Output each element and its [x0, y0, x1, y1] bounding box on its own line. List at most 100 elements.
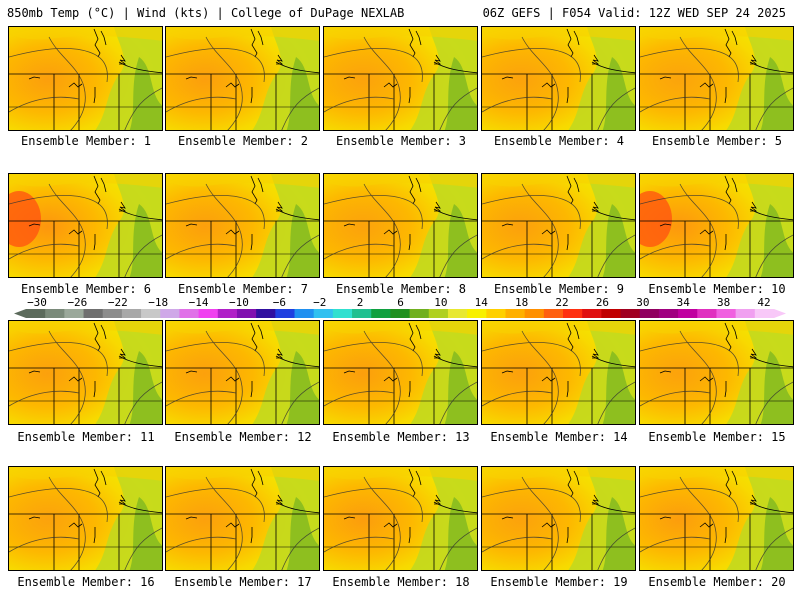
map-svg — [640, 467, 793, 570]
colorbar-tick: 14 — [474, 296, 488, 309]
colorbar-segment — [179, 309, 200, 318]
ensemble-member-map — [165, 26, 320, 131]
ensemble-member-label: Ensemble Member: 7 — [177, 282, 309, 296]
colorbar-tick: −18 — [148, 296, 169, 309]
colorbar-segment — [524, 309, 545, 318]
colorbar-segment — [141, 309, 161, 318]
colorbar-segment — [121, 309, 142, 318]
colorbar-tick: −10 — [229, 296, 249, 309]
colorbar-left-arrow — [14, 309, 26, 318]
colorbar-segment — [45, 309, 65, 318]
colorbar-segment — [582, 309, 602, 318]
colorbar-segment — [697, 309, 717, 318]
ensemble-member-label: Ensemble Member: 3 — [335, 134, 467, 148]
ensemble-member-map — [481, 173, 636, 278]
map-svg — [9, 467, 162, 570]
colorbar-segment — [313, 309, 334, 318]
colorbar-segment — [716, 309, 737, 318]
colorbar-tick: 2 — [356, 296, 364, 309]
map-svg — [166, 321, 319, 424]
ensemble-member-map — [481, 466, 636, 571]
colorbar-tick: 30 — [636, 296, 650, 309]
map-svg — [166, 174, 319, 277]
map-svg — [166, 467, 319, 570]
ensemble-member-map — [8, 173, 163, 278]
ensemble-member-label: Ensemble Member: 6 — [20, 282, 152, 296]
ensemble-member-map — [323, 466, 478, 571]
colorbar-segment — [428, 309, 449, 318]
ensemble-member-map — [323, 26, 478, 131]
ensemble-member-map — [639, 320, 794, 425]
colorbar-segment — [371, 309, 391, 318]
colorbar-tick: −26 — [67, 296, 88, 309]
colorbar-tick: 42 — [757, 296, 771, 309]
colorbar-segment — [486, 309, 506, 318]
ensemble-member-label: Ensemble Member: 11 — [17, 430, 155, 444]
colorbar-segment — [64, 309, 85, 318]
ensemble-member-map — [165, 173, 320, 278]
ensemble-member-label: Ensemble Member: 1 — [20, 134, 152, 148]
map-svg — [324, 321, 477, 424]
colorbar-segment — [447, 309, 468, 318]
ensemble-member-map — [639, 466, 794, 571]
colorbar-segment — [620, 309, 641, 318]
colorbar-segment — [754, 309, 775, 318]
colorbar-tick: −2 — [313, 296, 327, 309]
colorbar-segment — [563, 309, 583, 318]
map-svg — [482, 321, 635, 424]
colorbar-tick: 22 — [555, 296, 569, 309]
ensemble-member-map — [8, 320, 163, 425]
ensemble-member-map — [323, 173, 478, 278]
colorbar-segment — [26, 309, 46, 318]
colorbar-tick-labels: −30 −26 −22 −18 −14 −10 −6 −2 2 6 10 14 18 22 26 30 34 38… — [0, 297, 800, 309]
map-svg — [482, 27, 635, 130]
chart-header-left: 850mb Temp (°C) | Wind (kts) | College o… — [7, 6, 405, 20]
ensemble-member-label: Ensemble Member: 14 — [490, 430, 628, 444]
colorbar-segment — [217, 309, 238, 318]
map-svg — [324, 174, 477, 277]
ensemble-member-label: Ensemble Member: 10 — [648, 282, 786, 296]
chart-header-right: 06Z GEFS | F054 Valid: 12Z WED SEP 24 20… — [482, 6, 786, 20]
temperature-colorbar — [14, 309, 786, 318]
map-svg — [640, 321, 793, 424]
ensemble-member-label: Ensemble Member: 4 — [493, 134, 625, 148]
colorbar-tick: 6 — [397, 296, 404, 309]
colorbar-segment — [658, 309, 679, 318]
ensemble-member-map — [323, 320, 478, 425]
colorbar-tick: 38 — [716, 296, 731, 309]
map-svg — [166, 27, 319, 130]
colorbar-segment — [236, 309, 257, 318]
colorbar-tick: 26 — [595, 296, 610, 309]
map-svg — [9, 321, 162, 424]
ensemble-member-label: Ensemble Member: 2 — [177, 134, 309, 148]
colorbar-segment — [294, 309, 315, 318]
colorbar-segment — [256, 309, 276, 318]
colorbar-tick: −22 — [107, 296, 128, 309]
ensemble-member-label: Ensemble Member: 15 — [648, 430, 786, 444]
colorbar-tick: 10 — [434, 296, 448, 309]
colorbar-segment — [639, 309, 660, 318]
map-svg — [324, 27, 477, 130]
colorbar-tick: −14 — [188, 296, 209, 309]
colorbar-tick: −6 — [272, 296, 286, 309]
ensemble-member-map — [639, 173, 794, 278]
colorbar-segment — [352, 309, 372, 318]
colorbar-right-arrow — [774, 309, 786, 318]
colorbar-segment — [601, 309, 622, 318]
ensemble-member-map — [8, 26, 163, 131]
ensemble-member-label: Ensemble Member: 13 — [332, 430, 470, 444]
colorbar-segment — [678, 309, 698, 318]
map-svg — [9, 174, 162, 277]
colorbar-tick: 34 — [676, 296, 690, 309]
ensemble-member-label: Ensemble Member: 8 — [335, 282, 467, 296]
map-svg — [640, 27, 793, 130]
ensemble-member-label: Ensemble Member: 12 — [174, 430, 312, 444]
colorbar-segment — [102, 309, 123, 318]
ensemble-member-map — [8, 466, 163, 571]
colorbar-segment — [409, 309, 430, 318]
ensemble-member-map — [165, 466, 320, 571]
ensemble-member-label: Ensemble Member: 9 — [493, 282, 625, 296]
colorbar-segment — [505, 309, 526, 318]
ensemble-member-map — [481, 26, 636, 131]
colorbar-segment — [160, 309, 180, 318]
